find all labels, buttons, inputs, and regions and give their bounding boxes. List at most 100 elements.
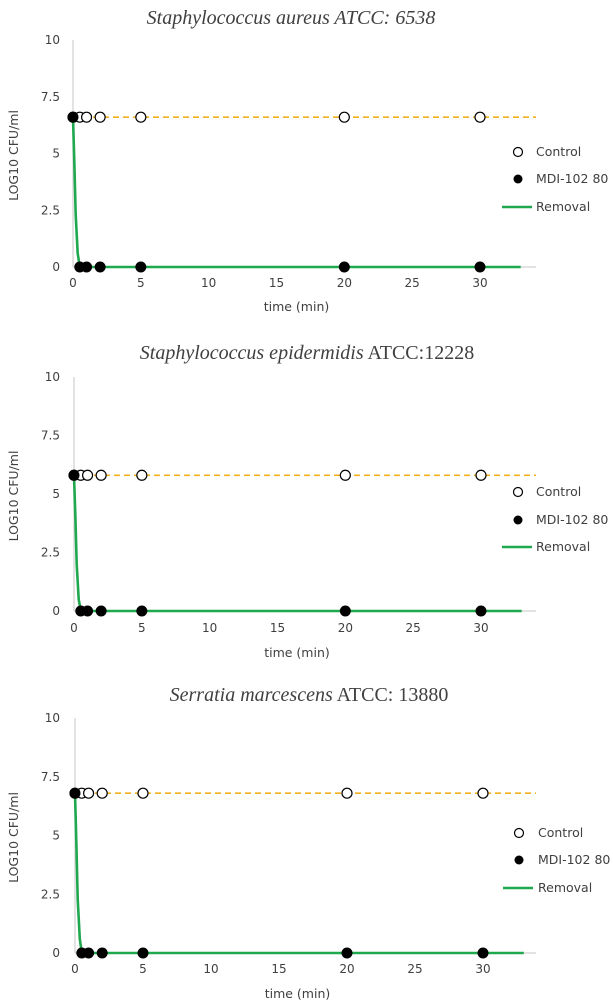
y-tick-label: 0	[52, 260, 60, 274]
chart-title: Staphylococcus aureus ATCC: 6538	[147, 7, 436, 29]
x-tick-label: 10	[202, 621, 217, 635]
y-tick-label: 0	[52, 604, 60, 618]
chart-panel-2: Staphylococcus epidermidis ATCC:12228 0 2.…	[6, 342, 608, 660]
control-data-point	[81, 469, 94, 481]
x-tick-label: 20	[339, 962, 354, 976]
control-data-point	[135, 111, 147, 123]
mdi-data-point	[83, 947, 95, 959]
x-tick-label: 15	[269, 276, 284, 290]
legend-mdi-label: MDI-102 80	[536, 512, 608, 527]
control-data-point	[475, 469, 487, 481]
mdi-data-point	[82, 605, 94, 617]
y-tick-label: 5	[52, 829, 60, 843]
control-data-point	[96, 787, 108, 799]
y-tick-label: 5	[52, 487, 60, 501]
control-data-point	[95, 469, 107, 481]
control-data-point	[339, 469, 351, 481]
control-data-point	[136, 469, 148, 481]
control-data-point	[80, 111, 93, 123]
y-tick-label: 7.5	[41, 770, 60, 784]
control-data-point	[341, 787, 353, 799]
y-tick-label: 2.5	[41, 546, 60, 560]
control-data-point	[137, 787, 149, 799]
x-tick-label: 30	[472, 276, 487, 290]
mdi-data-point	[477, 947, 489, 959]
chart-panel-3: Serratia marcescens ATCC: 13880 0 2.5 5 7.5 1…	[6, 684, 610, 1001]
chart-title: Serratia marcescens ATCC: 13880	[170, 684, 449, 706]
legend-removal-label: Removal	[536, 199, 590, 214]
legend-mdi-label: MDI-102 80	[536, 171, 608, 186]
legend-control-label: Control	[536, 484, 581, 499]
control-data-point	[94, 111, 106, 123]
legend-mdi-marker	[513, 515, 523, 525]
legend-removal-label: Removal	[536, 539, 590, 554]
chart-title-italic: Serratia marcescens	[170, 684, 333, 706]
y-tick-label: 2.5	[41, 887, 60, 901]
legend-control-marker	[513, 827, 525, 839]
x-tick-label: 20	[338, 621, 353, 635]
legend: Control MDI-102 80 Removal	[503, 825, 610, 895]
x-tick-label: 5	[138, 621, 146, 635]
legend-control-marker	[512, 146, 524, 158]
y-tick-label: 5	[52, 147, 60, 161]
x-tick-label: 30	[473, 621, 488, 635]
y-tick-label: 7.5	[41, 90, 60, 104]
legend-mdi-marker	[514, 855, 524, 865]
legend-control-label: Control	[538, 825, 583, 840]
removal-series-line	[73, 793, 524, 955]
mdi-data-point	[339, 605, 351, 617]
control-data-point	[338, 111, 350, 123]
legend-mdi-label: MDI-102 80	[538, 852, 610, 867]
mdi-data-point	[69, 787, 81, 799]
y-tick-label: 10	[45, 33, 60, 47]
control-data-point	[477, 787, 489, 799]
chart-title-italic: Staphylococcus aureus ATCC: 6538	[147, 7, 436, 29]
mdi-data-point	[96, 947, 108, 959]
x-axis-label: time (min)	[264, 645, 330, 660]
legend-control-label: Control	[536, 144, 581, 159]
y-tick-label: 7.5	[41, 429, 60, 443]
x-tick-label: 10	[203, 962, 218, 976]
mdi-data-point	[94, 261, 106, 273]
x-tick-label: 10	[201, 276, 216, 290]
legend: Control MDI-102 80 Removal	[502, 144, 608, 214]
chart-title: Staphylococcus epidermidis ATCC:12228	[140, 342, 474, 364]
y-axis-label: LOG10 CFU/ml	[6, 451, 21, 542]
x-tick-label: 30	[475, 962, 490, 976]
control-data-point	[82, 787, 95, 799]
x-tick-label: 5	[137, 276, 145, 290]
x-tick-label: 0	[71, 962, 79, 976]
x-tick-label: 15	[270, 621, 285, 635]
x-tick-label: 25	[406, 621, 421, 635]
x-tick-label: 15	[271, 962, 286, 976]
removal-series-line	[71, 117, 521, 269]
y-tick-label: 2.5	[41, 203, 60, 217]
mdi-data-point	[68, 469, 80, 481]
legend-control-marker	[512, 486, 524, 498]
y-tick-label: 10	[45, 370, 60, 384]
x-tick-label: 0	[70, 621, 78, 635]
mdi-data-point	[475, 605, 487, 617]
y-tick-label: 0	[52, 946, 60, 960]
mdi-data-point	[137, 947, 149, 959]
y-axis-label: LOG10 CFU/ml	[6, 792, 21, 883]
legend-removal-label: Removal	[538, 880, 592, 895]
x-axis-label: time (min)	[265, 986, 331, 1001]
chart-title-plain: ATCC: 13880	[333, 684, 449, 706]
x-tick-label: 25	[407, 962, 422, 976]
y-axis-label: LOG10 CFU/ml	[6, 110, 21, 201]
chart-title-italic: Staphylococcus epidermidis	[140, 342, 364, 364]
mdi-data-point	[95, 605, 107, 617]
removal-series-line	[72, 475, 522, 613]
legend-mdi-marker	[513, 174, 523, 184]
mdi-data-point	[338, 261, 350, 273]
x-tick-label: 0	[69, 276, 77, 290]
control-data-point	[474, 111, 486, 123]
x-axis-label: time (min)	[264, 299, 330, 314]
mdi-data-point	[341, 947, 353, 959]
mdi-data-point	[474, 261, 486, 273]
legend: Control MDI-102 80 Removal	[502, 484, 608, 554]
x-tick-label: 25	[405, 276, 420, 290]
y-tick-label: 10	[45, 711, 60, 725]
